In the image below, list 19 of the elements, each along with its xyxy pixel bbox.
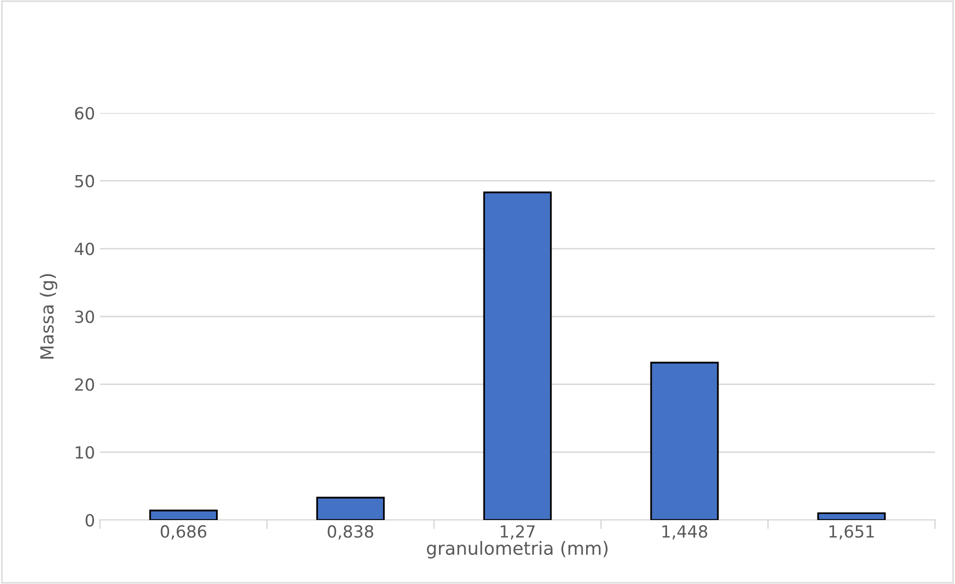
y-tick-label: 50 [75, 174, 94, 188]
y-tick-label: 60 [75, 106, 94, 120]
y-axis-title: Massa (g) [40, 274, 58, 359]
x-tick-label: 1,27 [500, 525, 535, 540]
y-tick-label: 10 [76, 446, 94, 459]
bar [316, 496, 385, 520]
bar [650, 362, 719, 520]
bar [817, 512, 886, 520]
y-tick-label: 30 [75, 310, 94, 324]
x-tick-label: 1,448 [662, 525, 708, 540]
x-tick-label: 0,838 [328, 525, 374, 540]
bar [149, 510, 218, 520]
y-tick-label: 0 [86, 514, 94, 527]
x-tick-label: 0,686 [160, 525, 206, 540]
y-tick-label: 40 [74, 242, 94, 256]
y-tick-label: 20 [75, 378, 94, 391]
x-axis-title: granulometria (mm) [426, 540, 608, 558]
bar [483, 192, 552, 520]
x-tick-label: 1,651 [829, 525, 874, 540]
